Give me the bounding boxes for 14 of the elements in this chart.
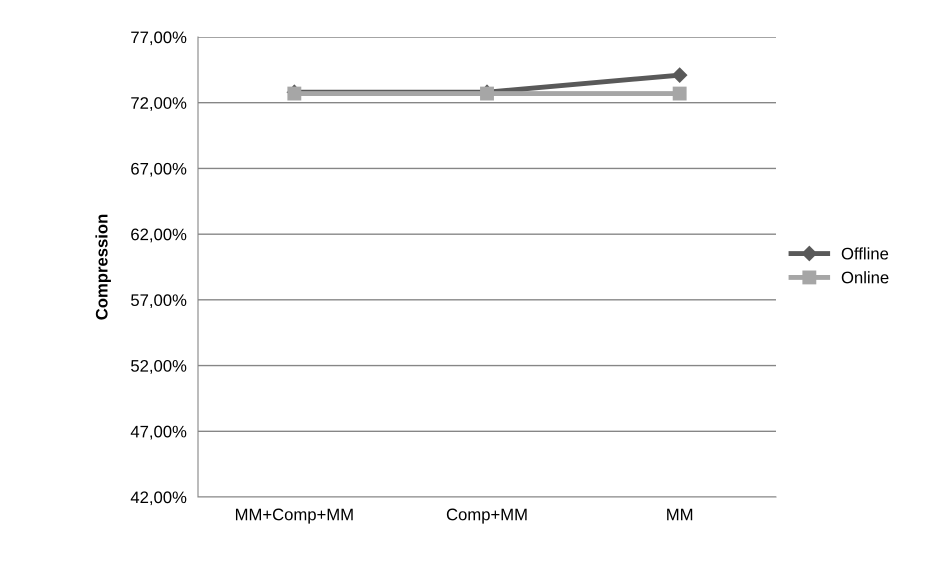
y-tick-label: 67,00% [131,162,186,177]
x-tick-label: MM+Comp+MM [236,508,353,524]
y-tick-label: 72,00% [131,97,186,111]
y-tick-label: 42,00% [130,491,186,506]
x-tick-label: Comp+MM [446,508,527,524]
y-tick-label: 57,00% [131,294,186,308]
x-tick-label: MM [667,508,692,520]
y-tick-label: 77,00% [131,31,186,46]
y-axis-title: Compression [95,214,111,320]
y-tick-label: 62,00% [131,228,186,242]
y-tick-label: 47,00% [130,426,186,440]
legend-label: Offline [842,247,888,260]
y-tick-label: 52,00% [131,360,186,374]
legend-label: Online [842,271,888,284]
